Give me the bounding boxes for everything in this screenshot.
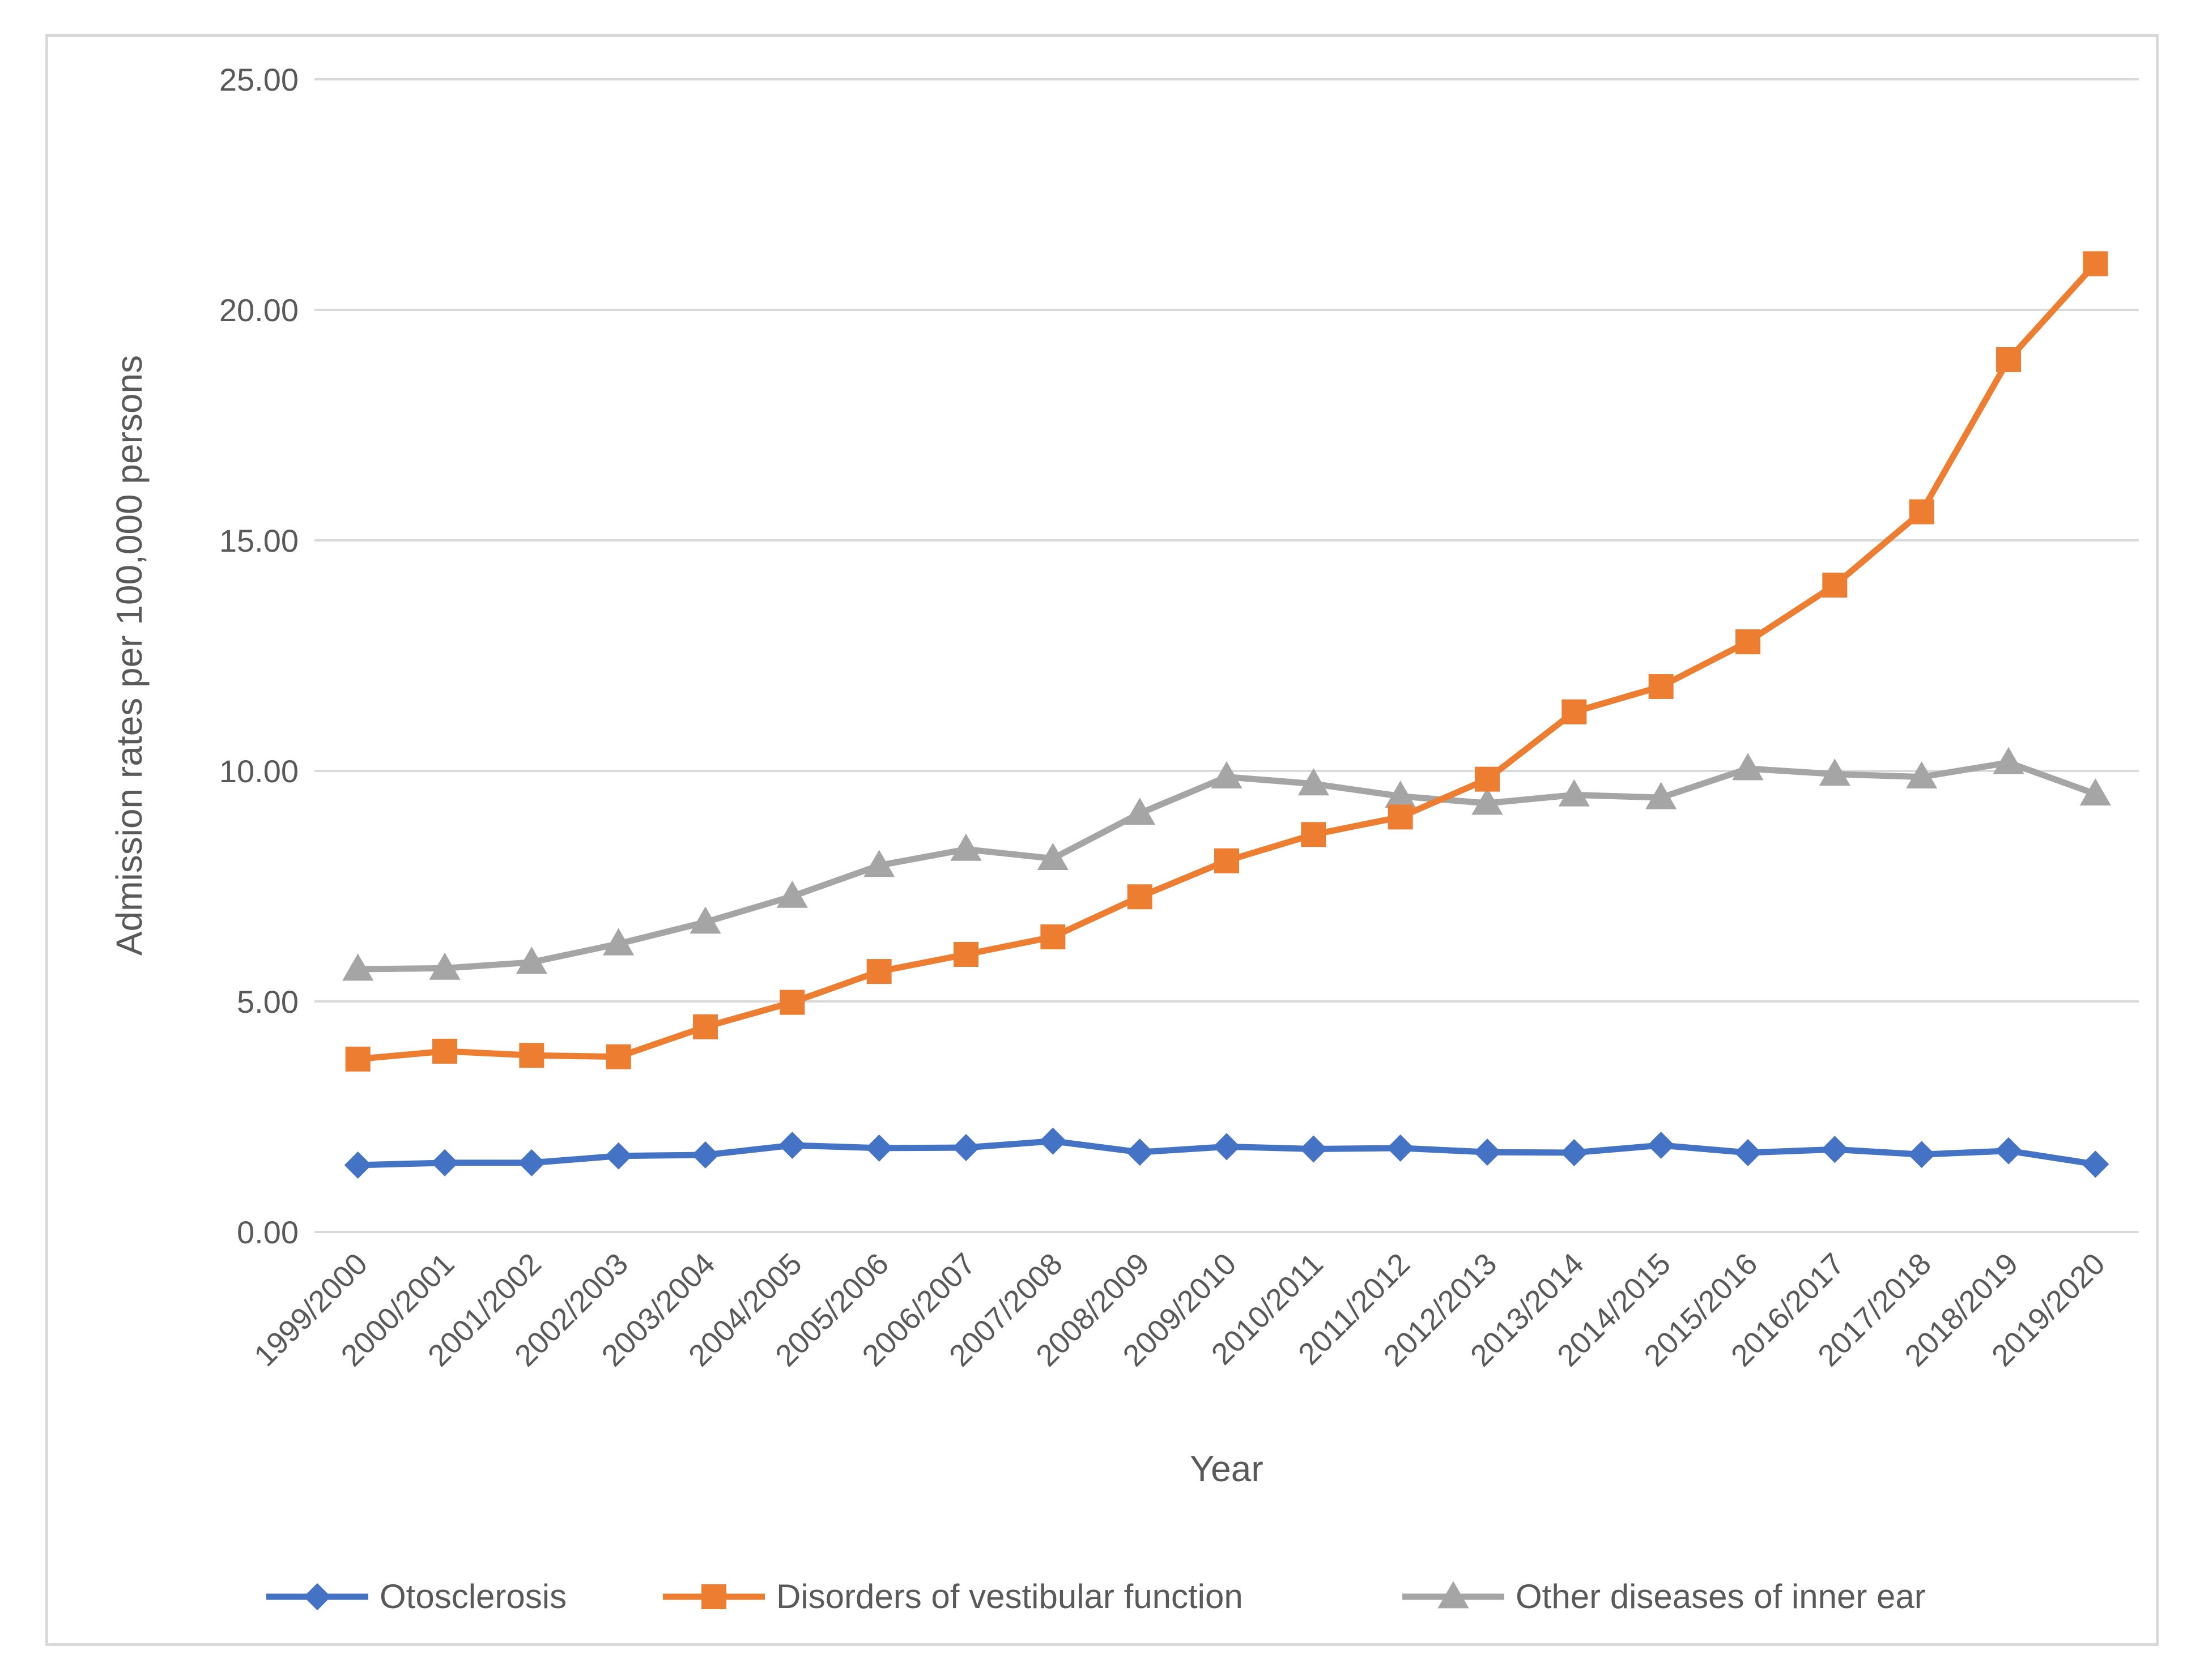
data-point <box>1475 766 1500 792</box>
legend-marker <box>1437 1581 1469 1609</box>
data-point <box>519 1043 544 1068</box>
data-point <box>518 1149 546 1176</box>
data-point <box>344 1151 372 1179</box>
data-point <box>1214 848 1239 873</box>
data-point <box>1300 1135 1327 1163</box>
data-point <box>606 1044 631 1069</box>
data-point <box>1037 843 1069 871</box>
data-point <box>1127 884 1152 910</box>
data-point <box>952 1134 980 1162</box>
data-point <box>431 1149 458 1176</box>
legend-item-otosclerosis: Otosclerosis <box>266 1577 567 1615</box>
data-point <box>429 952 461 980</box>
data-point <box>1126 1139 1154 1166</box>
data-point <box>1996 347 2021 372</box>
data-point <box>1993 747 2024 774</box>
data-point <box>776 880 808 908</box>
data-point <box>1561 699 1587 724</box>
data-point <box>2082 1150 2109 1178</box>
data-point <box>1386 1134 1414 1162</box>
legend-label: Disorders of vestibular function <box>776 1577 1243 1615</box>
data-point <box>1647 1131 1675 1159</box>
data-point <box>1734 1139 1762 1166</box>
data-point <box>1732 753 1764 781</box>
legend-marker <box>304 1583 331 1610</box>
legend-marker <box>701 1584 726 1609</box>
x-axis-ticks: 1999/20002000/20012001/20022002/20032003… <box>248 1247 2112 1373</box>
legend-label: Other diseases of inner ear <box>1516 1577 1926 1615</box>
data-point <box>432 1038 457 1064</box>
data-point <box>1388 804 1413 830</box>
data-point <box>950 833 982 861</box>
data-point <box>778 1131 806 1159</box>
data-point <box>954 941 978 967</box>
y-tick-label: 5.00 <box>237 984 299 1020</box>
data-point <box>1471 787 1503 815</box>
data-point <box>1301 822 1326 847</box>
data-point <box>2079 778 2111 806</box>
data-point <box>1645 782 1677 809</box>
x-axis-title: Year <box>1190 1448 1263 1489</box>
data-point <box>1995 1137 2022 1165</box>
legend-label: Otosclerosis <box>380 1577 567 1615</box>
data-point <box>605 1142 632 1170</box>
data-point <box>1906 761 1938 788</box>
data-point <box>1560 1139 1588 1166</box>
legend-item-disorders-of-vestibular-function: Disorders of vestibular function <box>663 1577 1243 1615</box>
data-point <box>1821 1136 1849 1163</box>
series-otosclerosis <box>344 1127 2109 1179</box>
data-point <box>1822 572 1848 598</box>
data-point <box>1558 779 1590 807</box>
data-point <box>2083 251 2108 276</box>
y-axis-ticks: 0.00 5.00 10.00 15.00 20.00 25.00 <box>219 62 299 1250</box>
line-chart: 0.00 5.00 10.00 15.00 20.00 25.00 1999/200020… <box>109 62 2139 1615</box>
y-tick-label: 15.00 <box>219 523 299 558</box>
series-group <box>342 251 2111 1179</box>
data-point <box>1211 761 1243 788</box>
data-point <box>1909 499 1934 525</box>
data-point <box>1908 1141 1935 1169</box>
y-tick-label: 0.00 <box>237 1214 299 1250</box>
data-point <box>780 990 805 1015</box>
data-point <box>345 1046 371 1072</box>
data-point <box>1297 768 1329 796</box>
data-point <box>690 906 721 934</box>
data-point <box>1735 629 1760 655</box>
data-point <box>1039 1127 1067 1155</box>
y-axis-title: Admission rates per 100,000 persons <box>109 355 150 956</box>
data-point <box>1648 674 1674 700</box>
data-point <box>1385 781 1416 808</box>
data-point <box>863 850 895 877</box>
data-point <box>692 1141 719 1169</box>
series-disorders-of-vestibular-function <box>345 251 2108 1072</box>
legend: Otosclerosis Disorders of vestibular func… <box>266 1577 1926 1615</box>
data-point <box>1474 1139 1501 1166</box>
data-point <box>516 946 547 974</box>
chart-frame: 0.00 5.00 10.00 15.00 20.00 25.00 1999/2000 20… <box>45 34 2159 1646</box>
legend-item-other-diseases-of-inner-ear: Other diseases of inner ear <box>1402 1577 1926 1615</box>
data-point <box>342 953 374 981</box>
data-point <box>603 928 635 956</box>
data-point <box>1819 758 1850 786</box>
series-other-diseases-of-inner-ear <box>342 747 2111 981</box>
data-point <box>1124 798 1156 825</box>
data-point <box>1040 924 1066 950</box>
data-point <box>1213 1133 1240 1161</box>
data-point <box>693 1014 718 1039</box>
y-tick-label: 10.00 <box>219 753 299 789</box>
data-point <box>866 959 892 984</box>
data-point <box>865 1134 893 1162</box>
y-tick-label: 20.00 <box>219 292 299 328</box>
y-tick-label: 25.00 <box>219 62 299 97</box>
